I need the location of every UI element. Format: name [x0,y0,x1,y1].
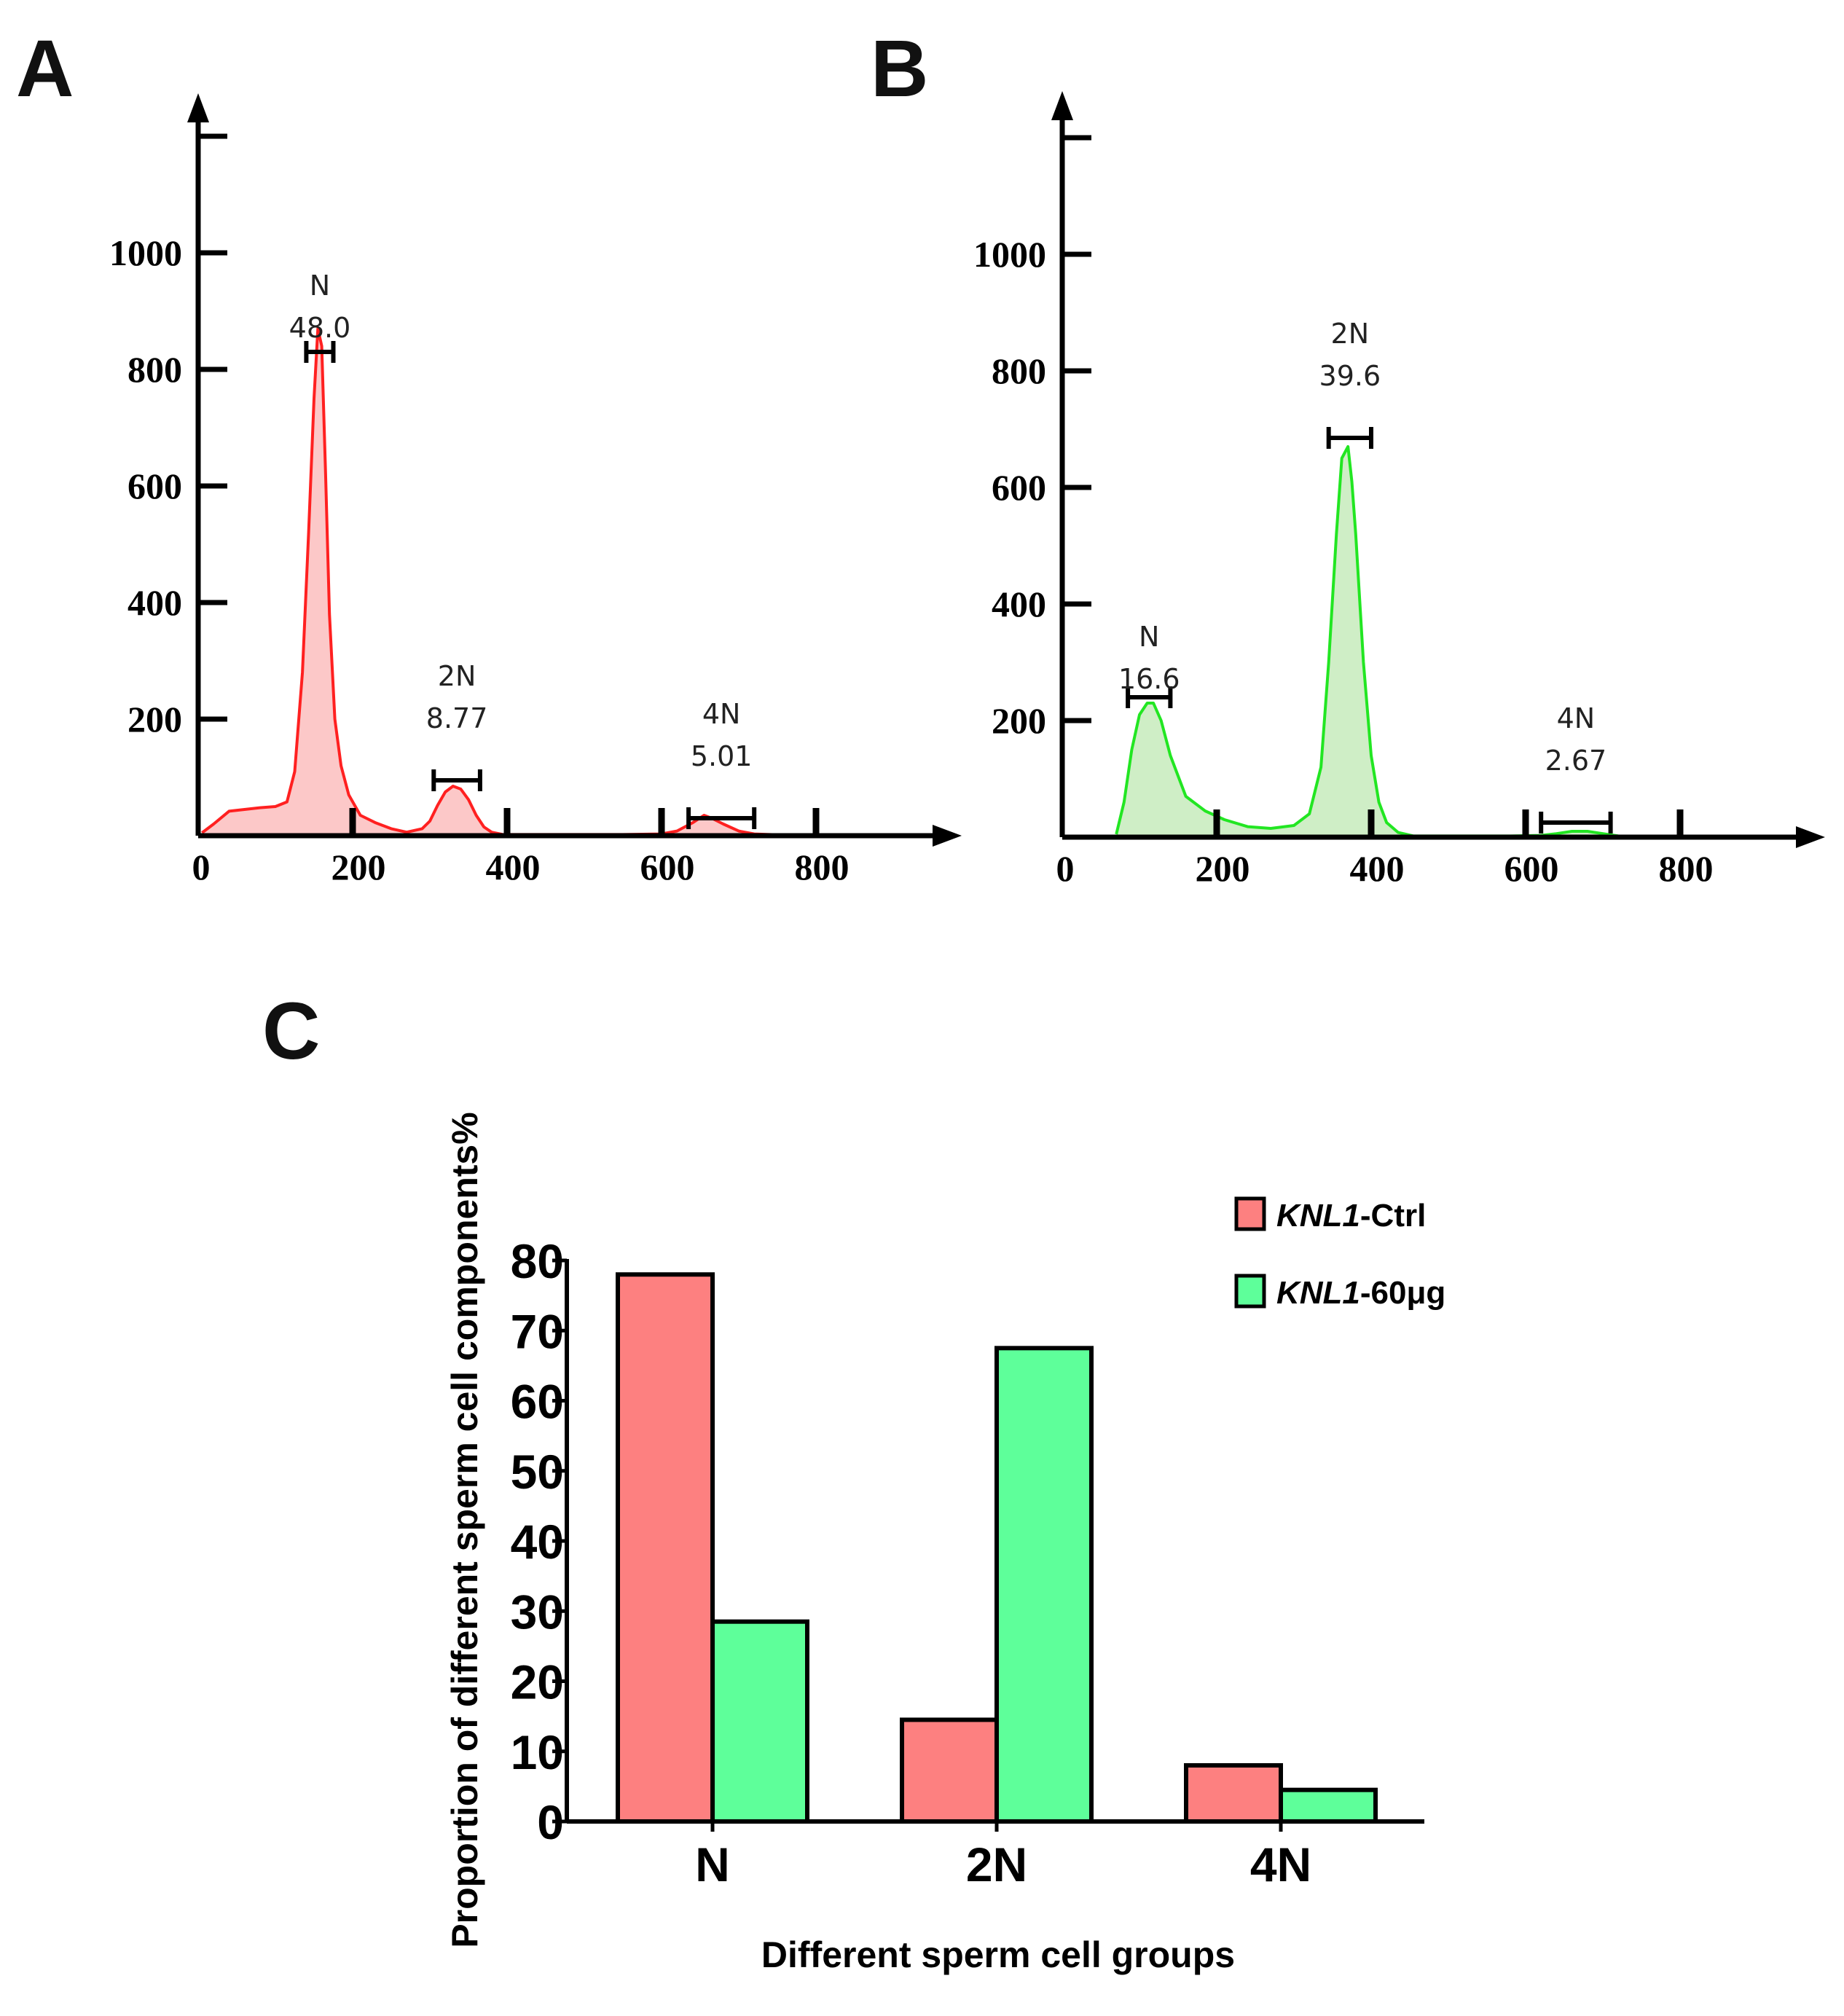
bar-y-tick-label: 20 [511,1655,564,1709]
bar-y-tick-label: 40 [511,1515,564,1569]
histogram-line [201,327,785,837]
x-tick-label: 400 [1350,848,1405,889]
gate-value-label: 8.77 [426,702,488,734]
gate-name-label: N [1139,621,1159,653]
legend-swatch [1234,1196,1266,1231]
bar [1279,1787,1378,1824]
bar-y-axis-title: Proportion of different sperm cell compo… [444,1112,485,1948]
bar-y-tick-label: 50 [511,1445,564,1499]
panel-letter-b: B [871,24,928,114]
gate-name-label: N [310,270,330,302]
x-tick-label: 0 [1056,848,1075,889]
panel-letter-c: C [262,987,320,1076]
bar [900,1717,999,1824]
y-tick-label: 1000 [109,232,182,273]
gate-value-label: 16.6 [1118,663,1180,695]
x-tick-label: 800 [795,847,850,887]
gate-name-label: 2N [1331,318,1370,350]
gate-value-label: 5.01 [691,740,753,772]
bar [994,1346,1094,1824]
bar-category-label: N [695,1837,730,1891]
bar [1184,1763,1283,1824]
x-tick-label: 200 [1196,848,1250,889]
x-tick-label: 800 [1659,848,1714,889]
bar-y-tick-label: 30 [511,1585,564,1639]
y-tick-label: 400 [127,582,182,623]
x-tick-label: 400 [486,847,541,887]
bar-category-label: 4N [1250,1837,1311,1891]
y-tick-label: 800 [992,350,1046,391]
legend-label-suffix: -Ctrl [1360,1198,1426,1233]
x-axis-arrowhead [933,825,962,847]
panel-letter-a: A [16,24,74,114]
y-tick-label: 200 [127,699,182,740]
x-tick-label: 0 [192,847,211,887]
y-tick-label: 800 [127,349,182,390]
histogram-panel-b: 200 400 600 800 1000 0 200 400 600 800 N 16.6 2N 39.6… [973,91,1825,889]
bar [710,1619,809,1824]
x-tick-label: 600 [1504,848,1559,889]
x-tick-label: 600 [640,847,695,887]
bar-category-label: 2N [966,1837,1027,1891]
y-tick-label: 1000 [973,234,1046,275]
bar-y-tick-label: 60 [511,1375,564,1429]
histogram-panel-a: 200 400 600 800 1000 0 200 400 600 800 N 48.0 2N 8.77… [109,93,962,887]
bar [616,1272,715,1824]
bar-x-axis-title: Different sperm cell groups [761,1934,1235,1975]
y-tick-label: 600 [992,467,1046,508]
y-axis-arrowhead [187,93,209,122]
bar-y-tick-label: 80 [511,1234,564,1288]
bar-y-tick-label: 70 [511,1304,564,1358]
legend-label-suffix: -60μg [1360,1275,1445,1311]
histogram-line [1115,445,1649,839]
legend-swatch [1234,1274,1266,1309]
legend-label: KNL1-Ctrl [1276,1198,1426,1233]
bar-chart-panel-c: 0 10 20 30 40 50 60 70 80 N 2N 4N Different sperm ce… [444,1112,1445,1975]
x-tick-label: 200 [331,847,386,887]
y-tick-label: 400 [992,584,1046,624]
legend-label-italic: KNL1 [1276,1275,1360,1311]
histogram-area [202,329,785,836]
gate-value-label: 48.0 [289,312,351,344]
y-tick-label: 200 [992,700,1046,741]
x-axis-arrowhead [1796,826,1825,848]
y-tick-label: 600 [127,466,182,506]
histogram-area [1116,447,1649,837]
gate-value-label: 39.6 [1319,360,1381,392]
gate-value-label: 2.67 [1545,745,1607,777]
bar-y-tick-label: 0 [537,1795,564,1849]
legend-label-italic: KNL1 [1276,1198,1360,1233]
y-axis-arrowhead [1051,91,1073,120]
gate-name-label: 2N [438,660,476,692]
legend-label: KNL1-60μg [1276,1275,1445,1311]
gate-name-label: 4N [1557,702,1596,734]
bar-y-tick-label: 10 [511,1725,564,1779]
gate-name-label: 4N [702,698,741,730]
